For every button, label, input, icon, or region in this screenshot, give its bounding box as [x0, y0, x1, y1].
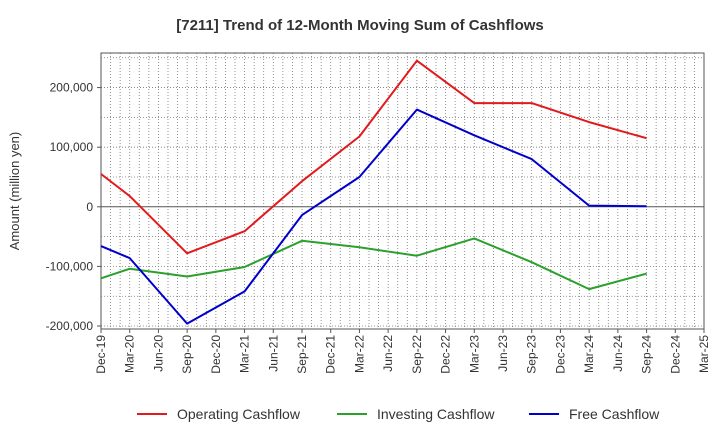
series-line-free-cashflow	[100, 108, 647, 325]
series-lines	[100, 59, 647, 325]
x-tick-label: Sep-22	[410, 335, 424, 374]
axes	[97, 52, 705, 333]
x-tick-label: Sep-21	[295, 335, 309, 374]
y-tick-label: 200,000	[50, 81, 94, 95]
x-tick-label: Jun-22	[381, 335, 395, 372]
y-tick-label: -200,000	[46, 319, 94, 333]
chart-title: [7211] Trend of 12-Month Moving Sum of C…	[176, 17, 544, 34]
x-tick-label: Sep-23	[525, 335, 539, 374]
legend-label: Operating Cashflow	[177, 406, 301, 422]
x-tick-label: Sep-20	[180, 335, 194, 374]
x-tick-label: Dec-19	[94, 335, 108, 374]
x-tick-label: Mar-25	[697, 335, 711, 373]
y-tick-label: 100,000	[50, 140, 94, 154]
x-tick-label: Jun-21	[266, 335, 280, 372]
plot-frame	[100, 52, 705, 330]
x-tick-label: Jun-20	[151, 335, 165, 372]
x-tick-labels: Dec-19 Mar-20 Jun-20 Sep-20 Dec-20 Mar-21 Jun-…	[94, 335, 711, 374]
series-line-operating-cashflow	[100, 59, 647, 255]
x-tick-label: Mar-20	[123, 335, 137, 373]
x-tick-label: Mar-23	[467, 335, 481, 373]
y-tick-label: -100,000	[46, 259, 94, 273]
legend-label: Free Cashflow	[569, 406, 660, 422]
x-tick-label: Dec-24	[668, 335, 682, 374]
x-tick-label: Dec-20	[209, 335, 223, 374]
x-tick-label: Mar-21	[238, 335, 252, 373]
x-tick-label: Dec-22	[439, 335, 453, 374]
y-axis-label: Amount (million yen)	[7, 132, 22, 251]
x-tick-label: Sep-24	[640, 335, 654, 374]
x-tick-label: Mar-22	[352, 335, 366, 373]
y-tick-label: 0	[86, 200, 93, 214]
series-line-investing-cashflow	[100, 237, 647, 291]
x-tick-label: Dec-23	[553, 335, 567, 374]
x-tick-label: Mar-24	[582, 335, 596, 373]
x-tick-label: Jun-23	[496, 335, 510, 372]
x-tick-label: Dec-21	[324, 335, 338, 374]
y-tick-labels: 200,000 100,000 0 -100,000 -200,000	[46, 81, 94, 333]
grid-lines	[100, 53, 705, 329]
legend-label: Investing Cashflow	[377, 406, 495, 422]
x-tick-label: Jun-24	[611, 335, 625, 372]
legend: Operating Cashflow Investing Cashflow Free…	[137, 406, 660, 422]
